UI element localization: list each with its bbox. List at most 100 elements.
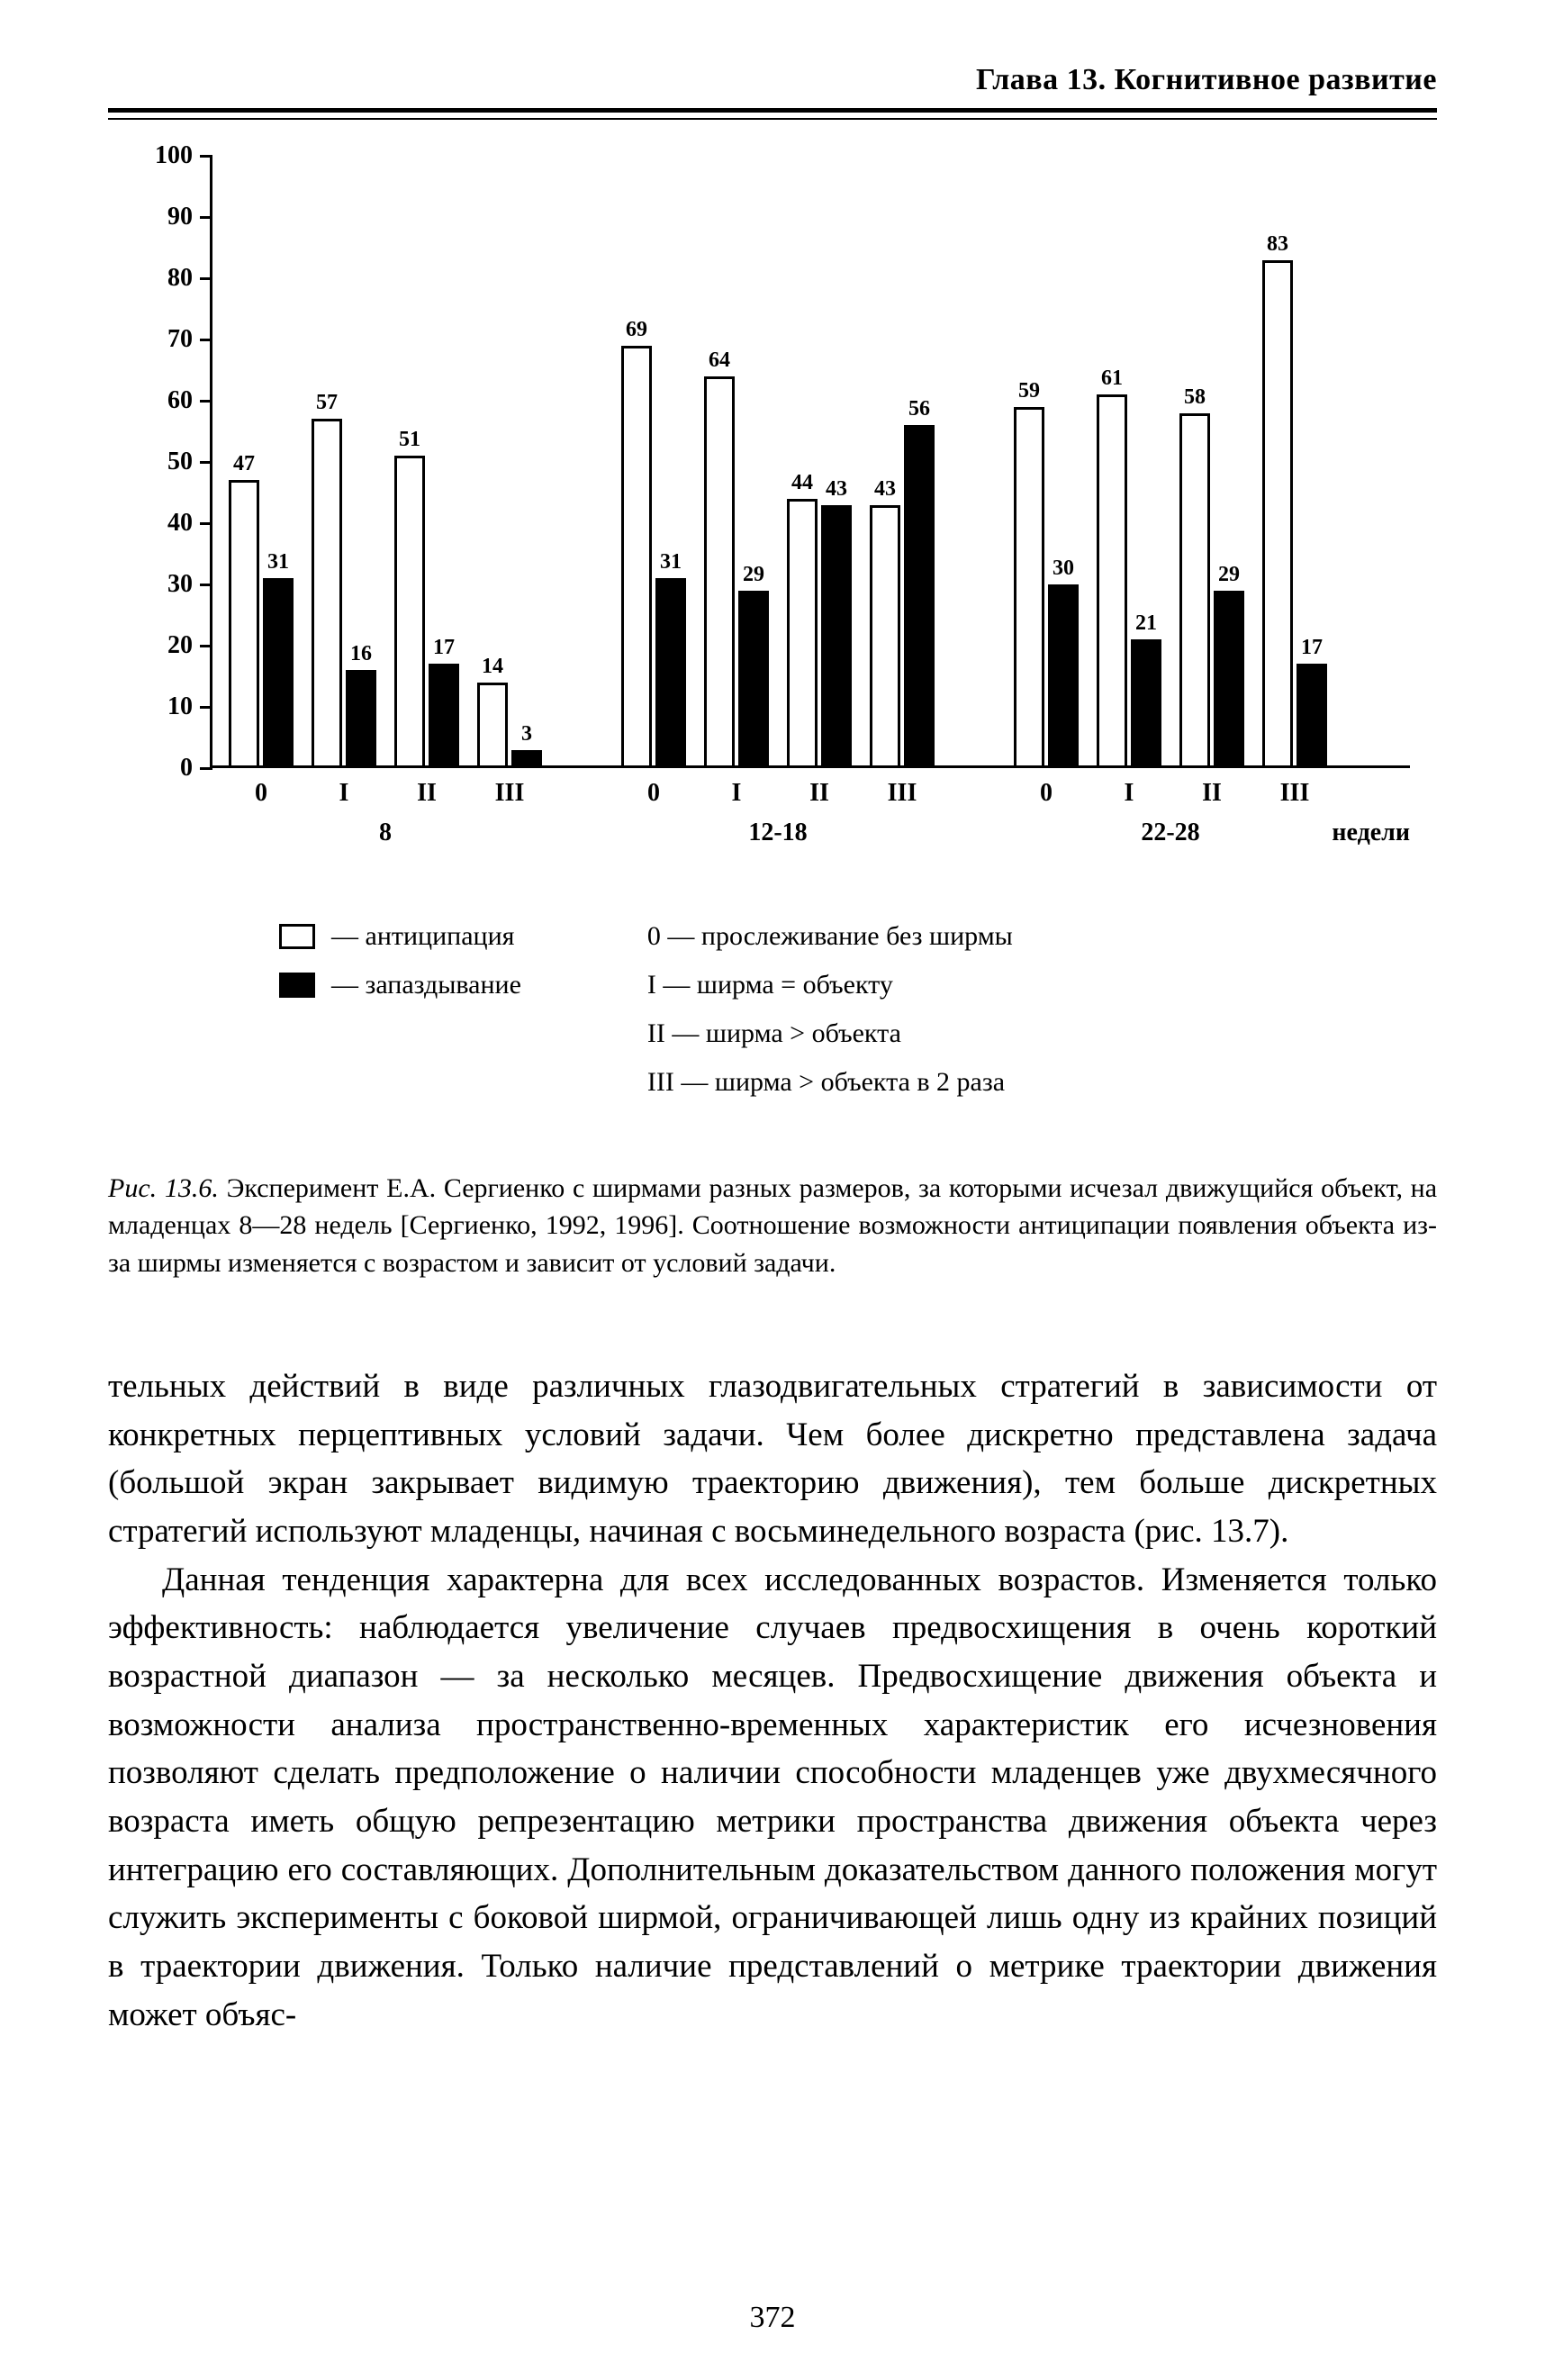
bar-anticipation <box>229 480 259 768</box>
chart-legend: — антиципация — запаздывание 0 — прослеж… <box>279 921 1477 1098</box>
bar-value-label: 31 <box>267 550 289 575</box>
figure-caption: Рис. 13.6. Эксперимент Е.А. Сергиенко с … <box>108 1170 1437 1281</box>
figure-label: Рис. 13.6. <box>108 1173 219 1203</box>
bar-delay <box>904 425 935 768</box>
bar-value-label: 83 <box>1267 232 1288 257</box>
paragraph: тельных действий в виде различных глазод… <box>108 1362 1437 1556</box>
y-tick-label: 20 <box>167 631 212 660</box>
bar-value-label: 21 <box>1135 611 1157 636</box>
bar-value-label: 31 <box>660 550 682 575</box>
bar-value-label: 61 <box>1101 367 1123 391</box>
legend-condition: III — ширма > объекта в 2 раза <box>647 1067 1013 1098</box>
bar-value-label: 14 <box>482 655 503 679</box>
bar-delay <box>738 591 769 768</box>
paragraph: Данная тенденция характерна для всех исс… <box>108 1556 1437 2039</box>
x-category-label: 0 <box>255 768 267 808</box>
legend-condition: II — ширма > объекта <box>647 1018 1013 1049</box>
bar-value-label: 64 <box>709 348 730 373</box>
bar-value-label: 44 <box>791 471 813 495</box>
y-tick-label: 10 <box>167 692 212 721</box>
legend-conditions: 0 — прослеживание без ширмы I — ширма = … <box>647 921 1013 1098</box>
bar-delay <box>1214 591 1244 768</box>
y-tick-label: 50 <box>167 448 212 476</box>
y-tick-label: 60 <box>167 386 212 415</box>
x-category-label: I <box>1125 768 1134 808</box>
legend-item-delay: — запаздывание <box>279 970 521 1000</box>
bar-anticipation <box>1097 394 1127 768</box>
page: Глава 13. Когнитивное развитие 010203040… <box>0 0 1545 2380</box>
x-category-label: III <box>888 768 917 808</box>
page-number: 372 <box>0 2301 1545 2335</box>
bar-value-label: 43 <box>826 477 847 502</box>
running-head: Глава 13. Когнитивное развитие <box>108 63 1437 97</box>
x-axis-unit-label: недели <box>1332 819 1410 847</box>
bar-value-label: 69 <box>626 318 647 342</box>
x-category-label: III <box>1280 768 1310 808</box>
x-group-label: 22-28 <box>1141 819 1199 847</box>
legend-condition: 0 — прослеживание без ширмы <box>647 921 1013 952</box>
x-category-label: 0 <box>647 768 660 808</box>
bar-value-label: 29 <box>1218 563 1240 587</box>
bar-anticipation <box>704 376 735 768</box>
bar-anticipation <box>870 505 900 768</box>
bar-anticipation <box>312 419 342 768</box>
bar-delay <box>1131 639 1161 768</box>
legend-series: — антиципация — запаздывание <box>279 921 521 1098</box>
x-group-label: 12-18 <box>748 819 807 847</box>
bar-value-label: 16 <box>350 642 372 666</box>
bar-anticipation <box>787 499 818 768</box>
legend-swatch-black <box>279 973 315 998</box>
bar-value-label: 17 <box>433 636 455 660</box>
chart-plot-area: 0102030405060708090100473105716I5117II14… <box>210 156 1410 768</box>
bar-value-label: 3 <box>521 722 532 747</box>
bar-anticipation <box>1179 413 1210 768</box>
bar-value-label: 43 <box>874 477 896 502</box>
x-category-label: I <box>732 768 742 808</box>
bar-delay <box>1048 584 1079 768</box>
bar-delay <box>655 578 686 768</box>
y-tick-label: 30 <box>167 570 212 599</box>
bar-chart: 0102030405060708090100473105716I5117II14… <box>129 156 1416 840</box>
bar-delay <box>821 505 852 768</box>
bar-anticipation <box>1262 260 1293 768</box>
bar-value-label: 51 <box>399 428 420 452</box>
y-tick-label: 0 <box>180 754 212 783</box>
y-tick-label: 80 <box>167 264 212 293</box>
x-group-label: 8 <box>379 819 392 847</box>
y-tick-label: 90 <box>167 203 212 231</box>
header-rule <box>108 108 1437 120</box>
bar-delay <box>346 670 376 768</box>
x-category-label: II <box>809 768 829 808</box>
x-category-label: II <box>1202 768 1222 808</box>
y-tick-label: 100 <box>155 141 212 170</box>
bar-delay <box>1297 664 1327 768</box>
bar-value-label: 17 <box>1301 636 1323 660</box>
bar-delay <box>429 664 459 768</box>
x-category-label: III <box>495 768 525 808</box>
bar-value-label: 58 <box>1184 385 1206 410</box>
legend-condition: I — ширма = объекту <box>647 970 1013 1000</box>
x-category-label: I <box>339 768 349 808</box>
bar-value-label: 30 <box>1053 557 1074 581</box>
bar-value-label: 47 <box>233 452 255 476</box>
x-category-label: 0 <box>1040 768 1053 808</box>
legend-text: — антиципация <box>331 921 514 952</box>
legend-text: — запаздывание <box>331 970 521 1000</box>
legend-swatch-white <box>279 924 315 949</box>
body-text: тельных действий в виде различных глазод… <box>108 1362 1437 2039</box>
bar-value-label: 56 <box>908 397 930 421</box>
bar-delay <box>511 750 542 768</box>
bar-delay <box>263 578 294 768</box>
legend-item-anticipation: — антиципация <box>279 921 521 952</box>
y-tick-label: 70 <box>167 325 212 354</box>
bar-value-label: 59 <box>1018 379 1040 403</box>
bar-value-label: 29 <box>743 563 764 587</box>
bar-anticipation <box>394 456 425 768</box>
bar-anticipation <box>1014 407 1044 768</box>
figure-caption-text: Эксперимент Е.А. Сергиенко с ширмами раз… <box>108 1173 1437 1278</box>
x-category-label: II <box>417 768 437 808</box>
bar-anticipation <box>621 346 652 768</box>
bar-anticipation <box>477 683 508 768</box>
bar-value-label: 57 <box>316 391 338 415</box>
y-tick-label: 40 <box>167 509 212 538</box>
